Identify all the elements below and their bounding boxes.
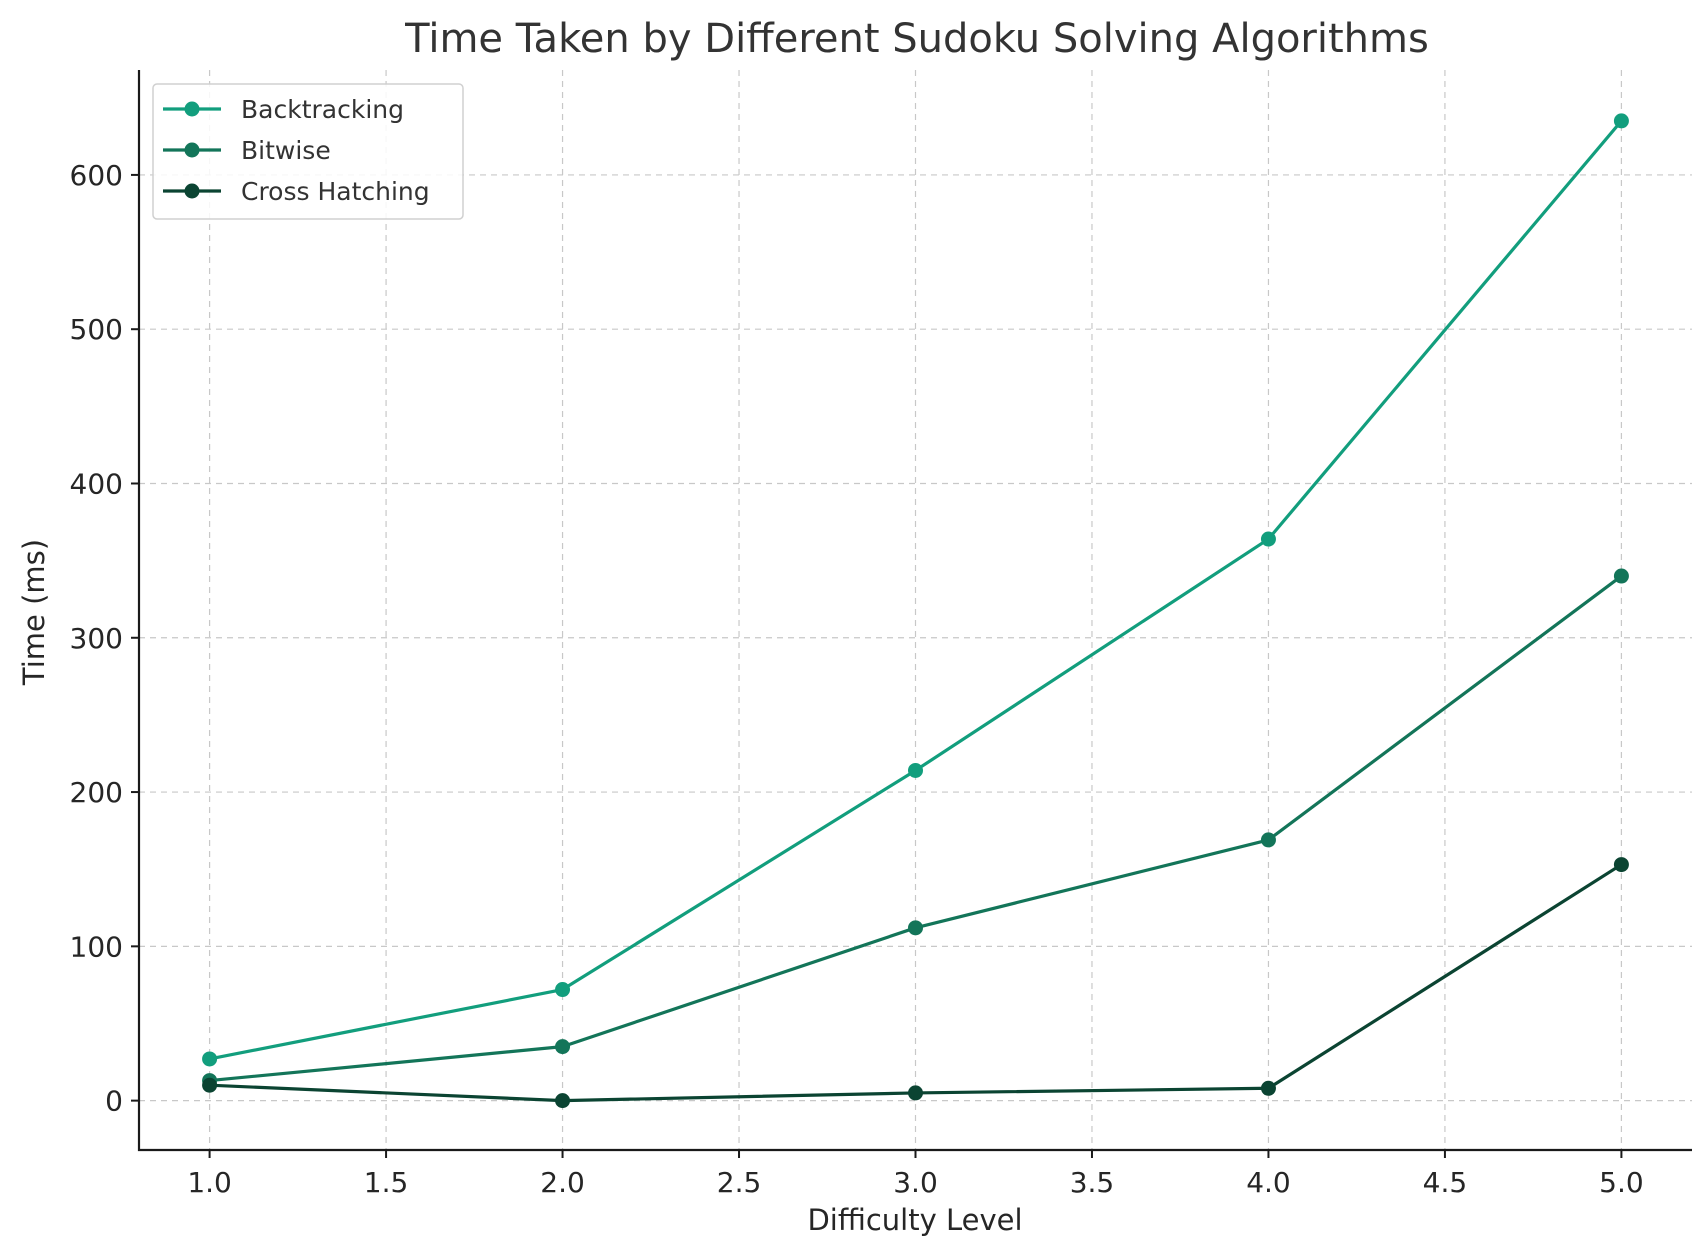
data-point bbox=[908, 762, 923, 778]
y-tick-label: 0 bbox=[105, 1085, 123, 1118]
data-point bbox=[555, 1039, 571, 1055]
x-tick-label: 4.0 bbox=[1246, 1166, 1291, 1199]
grid-layer bbox=[139, 70, 1692, 1150]
legend-swatch-marker bbox=[184, 142, 200, 158]
y-tick-label: 500 bbox=[70, 313, 123, 346]
x-tick-label: 5.0 bbox=[1599, 1166, 1644, 1199]
x-axis-label: Difficulty Level bbox=[807, 1203, 1022, 1237]
legend-label: Cross Hatching bbox=[241, 177, 430, 206]
legend-swatch-marker bbox=[184, 183, 200, 199]
y-tick-label: 600 bbox=[70, 159, 123, 192]
data-point bbox=[1260, 832, 1276, 848]
data-point bbox=[555, 1093, 571, 1109]
data-point bbox=[908, 920, 923, 936]
series-layer bbox=[202, 113, 1629, 1109]
x-tick-label: 3.5 bbox=[1070, 1166, 1115, 1199]
y-tick-label: 100 bbox=[70, 930, 123, 963]
legend: Backtracking Bitwise Cross Hatching bbox=[152, 83, 464, 220]
ticks-layer: 1.0 1.5 2.0 2.5 3.0 3.5 4.0 4.5 5.0 0 100 200 300 400… bbox=[70, 159, 1644, 1199]
x-tick-label: 2.5 bbox=[717, 1166, 762, 1199]
x-tick-label: 4.5 bbox=[1423, 1166, 1468, 1199]
chart-title: Time Taken by Different Sudoku Solving A… bbox=[404, 16, 1429, 62]
axes-layer bbox=[137, 70, 1692, 1152]
data-point bbox=[1613, 568, 1629, 584]
y-tick-label: 300 bbox=[70, 622, 123, 655]
data-point bbox=[1260, 531, 1276, 547]
y-tick-label: 200 bbox=[70, 776, 123, 809]
y-axis-label: Time (ms) bbox=[17, 539, 51, 686]
legend-box bbox=[152, 83, 464, 220]
x-tick-label: 3.0 bbox=[893, 1166, 938, 1199]
y-tick-label: 400 bbox=[70, 467, 123, 500]
x-tick-label: 1.0 bbox=[187, 1166, 232, 1199]
legend-label: Bitwise bbox=[241, 136, 331, 165]
data-point bbox=[1613, 857, 1629, 873]
legend-swatch-marker bbox=[184, 101, 200, 117]
data-point bbox=[1613, 113, 1629, 129]
data-point bbox=[202, 1077, 218, 1093]
data-point bbox=[908, 1085, 923, 1101]
data-point bbox=[202, 1051, 218, 1067]
x-tick-label: 2.0 bbox=[540, 1166, 585, 1199]
series-line-1 bbox=[209, 574, 1623, 1083]
data-point bbox=[1260, 1080, 1276, 1096]
x-tick-label: 1.5 bbox=[364, 1166, 409, 1199]
legend-label: Backtracking bbox=[241, 95, 404, 124]
data-point bbox=[555, 982, 571, 998]
axis-spines bbox=[137, 70, 1692, 1152]
